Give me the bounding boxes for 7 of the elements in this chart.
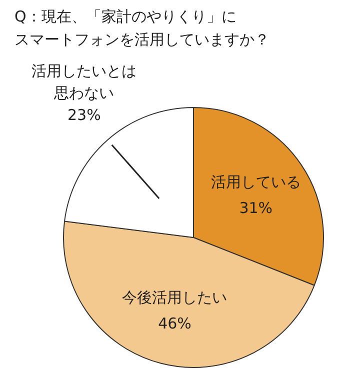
data-label: 46% [158,314,192,333]
data-label: 31% [239,199,273,218]
slice-label: 今後活用したい [122,288,228,307]
chart-title: Q：現在、「家計のやりくり」にスマートフォンを活用していますか？ [14,8,270,48]
slice-label: 活用している [210,173,301,192]
data-label: 23% [67,106,101,124]
slice-label: 活用したいとは思わない [32,62,137,102]
